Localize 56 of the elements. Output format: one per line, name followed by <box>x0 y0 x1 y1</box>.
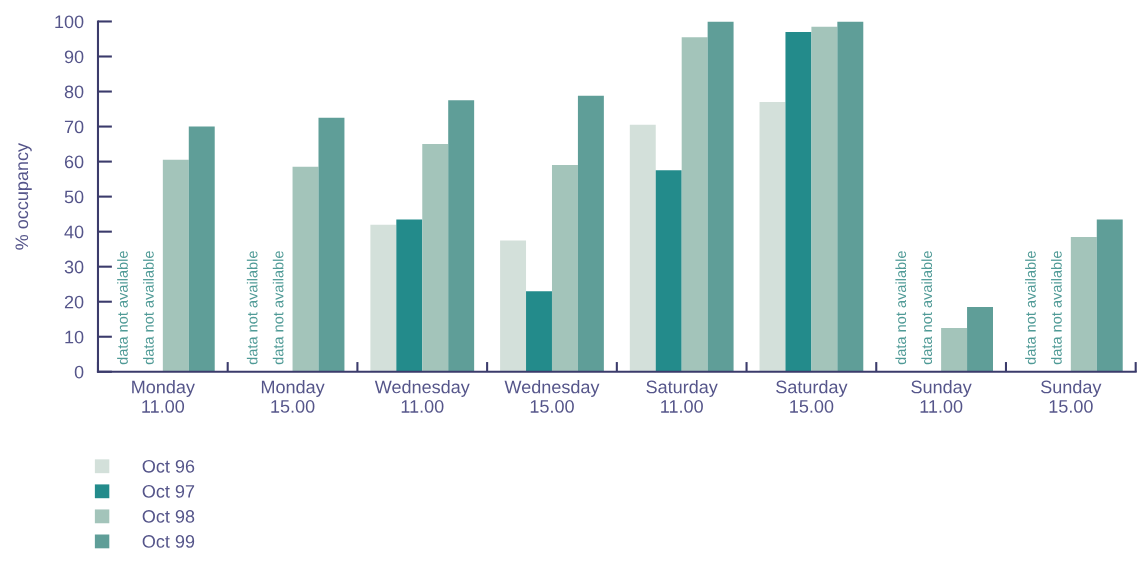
text: data not available <box>143 251 154 365</box>
text: data not available <box>272 251 284 365</box>
bar <box>785 31 812 372</box>
bar <box>655 170 682 372</box>
legend-label: Oct 97 <box>142 484 195 498</box>
bar <box>759 102 786 372</box>
y-tick-label: 0 <box>74 365 84 379</box>
x-tick-label: Monday 15.00 <box>261 380 325 413</box>
y-tick-label: 10 <box>65 330 84 344</box>
y-tick-label: 60 <box>64 155 84 169</box>
bar <box>967 306 993 372</box>
bar <box>162 159 189 372</box>
y-tick-label: 30 <box>64 260 84 274</box>
bar <box>707 21 734 372</box>
x-tick-label: Wednesday 11.00 <box>374 380 470 413</box>
bar <box>551 165 578 372</box>
legend-label: Oct 96 <box>142 459 195 473</box>
bar <box>292 166 319 372</box>
legend-label: Oct 99 <box>142 535 195 548</box>
x-tick-label: Saturday 15.00 <box>776 380 848 413</box>
y-axis-title: % occupancy <box>15 142 32 250</box>
legend-label: Oct 98 <box>142 510 195 523</box>
x-tick-label: Wednesday 15.00 <box>504 380 600 413</box>
y-tick-label: 50 <box>64 190 84 204</box>
bar <box>681 37 708 372</box>
y-tick-label: 100 <box>55 15 84 29</box>
y-tick-label: 20 <box>64 295 84 309</box>
bar <box>577 95 604 372</box>
x-tick-label: Sunday 15.00 <box>1041 380 1102 413</box>
y-tick-label: 80 <box>64 85 84 99</box>
bar <box>396 219 423 372</box>
text: data not available <box>895 251 907 365</box>
y-tick-label: 70 <box>64 120 84 134</box>
x-tick-label: Saturday 11.00 <box>646 380 718 413</box>
y-tick-label: 90 <box>64 50 84 64</box>
x-tick-label: Monday 11.00 <box>132 380 195 413</box>
bar <box>422 144 449 372</box>
bar <box>941 327 968 372</box>
x-tick-label: Sunday 11.00 <box>911 380 972 413</box>
text: data not available <box>1051 251 1062 365</box>
bar <box>448 100 475 372</box>
text: data not available <box>117 251 128 365</box>
bar <box>526 291 552 372</box>
bar <box>837 21 864 372</box>
text: data not available <box>921 251 933 365</box>
bar <box>1096 219 1123 372</box>
bar <box>318 117 345 372</box>
bar <box>370 224 397 372</box>
bar <box>629 124 656 372</box>
text: data not available <box>1025 251 1036 365</box>
y-tick-label: 40 <box>64 225 84 239</box>
bar <box>1070 236 1097 372</box>
text: data not available <box>246 251 258 365</box>
bar <box>500 240 527 372</box>
bar <box>811 26 838 372</box>
bar <box>188 126 215 372</box>
